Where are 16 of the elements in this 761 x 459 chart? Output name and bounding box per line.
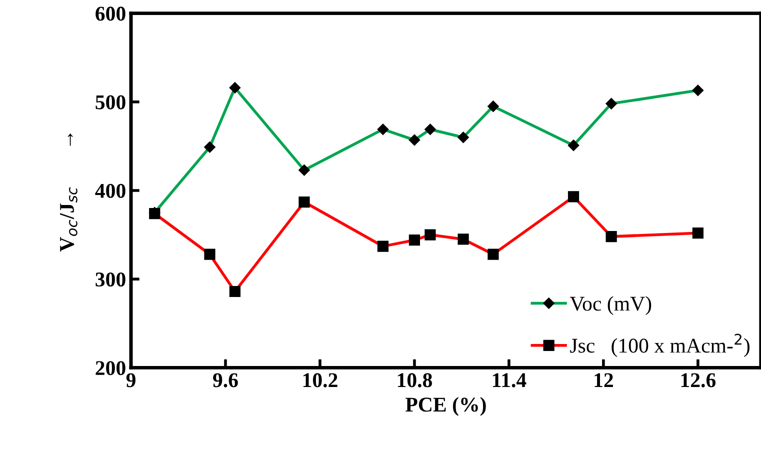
x-tick-label: 12	[594, 373, 613, 388]
y-tick-label: 400	[95, 184, 126, 198]
x-tick-label: 9.6	[213, 373, 238, 388]
x-axis-title: PCE (%)	[406, 397, 486, 416]
x-tick-label: 12.6	[681, 373, 716, 388]
y-tick-label: 600	[96, 6, 126, 21]
y-tick-label: 500	[96, 95, 126, 110]
x-tick-label: 11.4	[492, 373, 526, 388]
text: V$_{oc}$/J$_{sc}$ →	[60, 133, 78, 252]
x-tick-label: 10.2	[303, 373, 338, 388]
x-tick-label: 9	[126, 373, 136, 388]
legend-label: Jsc (100 x mAcm-$^{2}$)	[570, 334, 750, 357]
y-tick-label: 300	[96, 272, 126, 287]
legend-label: Voc (mV)	[570, 296, 652, 315]
x-tick-label: 10.8	[398, 373, 432, 388]
y-tick-label: 200	[96, 361, 126, 376]
